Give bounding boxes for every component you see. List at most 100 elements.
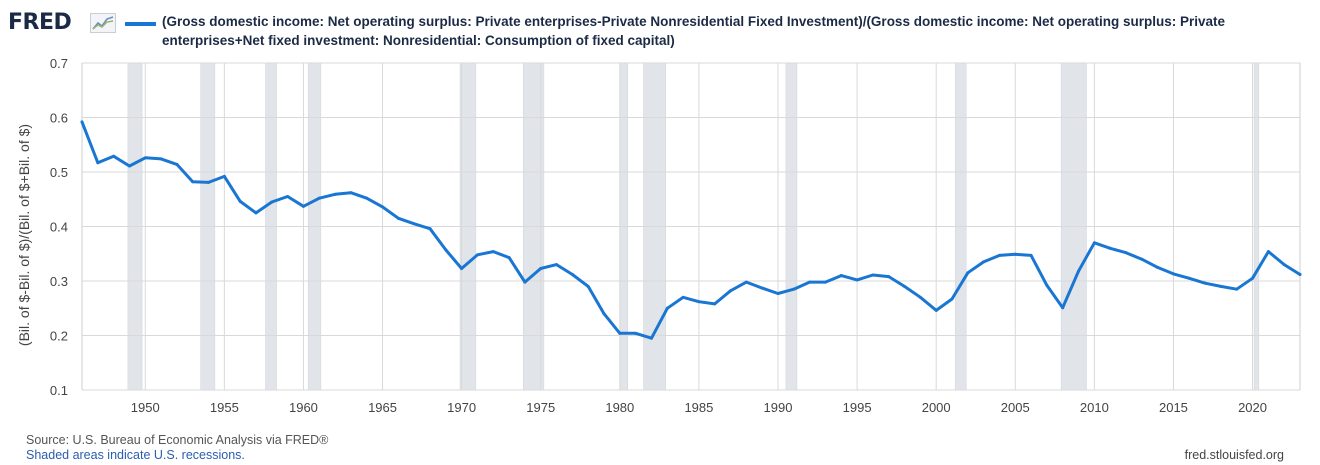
data-point (887, 275, 891, 279)
x-tick-label: 1970 (447, 400, 476, 415)
data-point (159, 157, 163, 161)
x-tick-label: 1985 (684, 400, 713, 415)
x-tick-label: 2020 (1238, 400, 1267, 415)
x-tick-label: 1965 (368, 400, 397, 415)
data-point (207, 180, 211, 184)
data-point (428, 227, 432, 231)
data-point (903, 284, 907, 288)
data-point (681, 295, 685, 299)
data-point (729, 289, 733, 293)
legend-series-swatch (125, 22, 156, 26)
data-point (191, 180, 195, 184)
data-point (396, 216, 400, 220)
data-point (1203, 281, 1207, 285)
data-point (317, 196, 321, 200)
data-point (381, 205, 385, 209)
x-tick-label: 2015 (1159, 400, 1188, 415)
data-point (997, 253, 1001, 257)
x-tick-label: 2010 (1080, 400, 1109, 415)
data-point (665, 306, 669, 310)
data-point (744, 280, 748, 284)
data-point (1187, 276, 1191, 280)
data-point (127, 164, 131, 168)
x-tick-label: 1980 (605, 400, 634, 415)
data-point (1029, 253, 1033, 257)
data-point (96, 161, 100, 165)
data-point (1061, 306, 1065, 310)
x-tick-label: 1955 (210, 400, 239, 415)
data-point (871, 273, 875, 277)
grid-lines (81, 62, 1301, 391)
data-point (634, 331, 638, 335)
data-point (491, 250, 495, 254)
data-point (982, 260, 986, 264)
y-tick-label: 0.6 (50, 111, 68, 126)
data-point (855, 278, 859, 282)
data-point (808, 280, 812, 284)
data-point (80, 120, 84, 124)
x-tick-label: 1990 (764, 400, 793, 415)
data-point (286, 195, 290, 199)
data-point (539, 266, 543, 270)
fred-logo[interactable]: FRED (8, 10, 72, 35)
series-layer (80, 120, 1302, 340)
y-tick-label: 0.7 (50, 56, 68, 71)
x-tick-label: 1950 (131, 400, 160, 415)
x-tick-label: 1995 (843, 400, 872, 415)
data-point (523, 280, 527, 284)
data-point (507, 256, 511, 260)
legend-series-label: (Gross domestic income: Net operating su… (162, 14, 1226, 48)
data-point (222, 174, 226, 178)
data-point (839, 274, 843, 278)
data-point (966, 271, 970, 275)
data-point (475, 253, 479, 257)
data-point (412, 222, 416, 226)
x-tick-label: 1960 (289, 400, 318, 415)
data-point (792, 287, 796, 291)
data-point (823, 280, 827, 284)
trend-line-icon (90, 13, 116, 33)
data-point (570, 272, 574, 276)
source-note: Source: U.S. Bureau of Economic Analysis… (26, 433, 329, 447)
y-tick-label: 0.5 (50, 165, 68, 180)
x-tick-label: 2000 (922, 400, 951, 415)
data-point (1077, 269, 1081, 273)
data-point (697, 300, 701, 304)
data-point (1251, 276, 1255, 280)
data-point (1045, 283, 1049, 287)
data-point (1219, 284, 1223, 288)
data-point (143, 156, 147, 160)
data-point (365, 196, 369, 200)
data-point (1013, 252, 1017, 256)
site-link[interactable]: fred.stlouisfed.org (1184, 448, 1284, 462)
data-point (1092, 241, 1096, 245)
data-point (649, 336, 653, 340)
data-point (1156, 265, 1160, 269)
data-point (760, 286, 764, 290)
recession-note-link[interactable]: Shaded areas indicate U.S. recessions. (26, 448, 245, 462)
data-point (1140, 257, 1144, 261)
y-tick-label: 0.1 (50, 383, 68, 398)
data-point (238, 199, 242, 203)
data-point (1298, 272, 1302, 276)
data-point (112, 154, 116, 158)
data-point (776, 292, 780, 296)
data-point (602, 312, 606, 316)
data-point (618, 331, 622, 335)
data-point (1124, 251, 1128, 255)
data-point (1282, 263, 1286, 267)
data-point (301, 204, 305, 208)
data-point (444, 248, 448, 252)
chart-header: FRED (Gross domestic income: Net operati… (8, 8, 1312, 50)
data-point (1235, 287, 1239, 291)
y-tick-label: 0.4 (50, 220, 68, 235)
data-point (713, 302, 717, 306)
data-point (460, 266, 464, 270)
data-point (950, 297, 954, 301)
data-point (333, 192, 337, 196)
x-tick-label: 2005 (1001, 400, 1030, 415)
data-point (175, 162, 179, 166)
data-point (254, 211, 258, 215)
series-line (80, 120, 1302, 340)
